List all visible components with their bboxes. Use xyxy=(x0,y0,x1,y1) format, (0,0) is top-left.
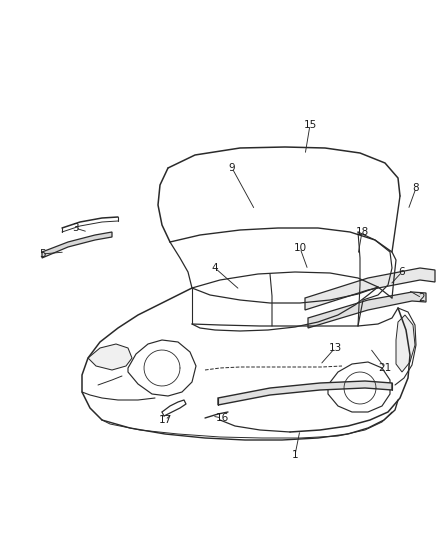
Text: 2: 2 xyxy=(419,293,425,303)
Text: 9: 9 xyxy=(229,163,235,173)
Polygon shape xyxy=(328,362,390,412)
Text: 13: 13 xyxy=(328,343,342,353)
Text: 10: 10 xyxy=(293,243,307,253)
Text: 21: 21 xyxy=(378,363,392,373)
Text: 4: 4 xyxy=(212,263,218,273)
Text: 5: 5 xyxy=(39,249,45,259)
Text: 3: 3 xyxy=(72,223,78,233)
Polygon shape xyxy=(396,315,415,372)
Text: 18: 18 xyxy=(355,227,369,237)
Polygon shape xyxy=(305,268,435,310)
Polygon shape xyxy=(42,232,112,258)
Polygon shape xyxy=(308,292,426,328)
Polygon shape xyxy=(218,381,392,405)
Text: 8: 8 xyxy=(413,183,419,193)
Polygon shape xyxy=(88,344,132,370)
Text: 1: 1 xyxy=(292,450,298,460)
Text: 17: 17 xyxy=(159,415,172,425)
Text: 6: 6 xyxy=(399,267,405,277)
Text: 15: 15 xyxy=(304,120,317,130)
Polygon shape xyxy=(128,340,196,396)
Text: 16: 16 xyxy=(215,413,229,423)
